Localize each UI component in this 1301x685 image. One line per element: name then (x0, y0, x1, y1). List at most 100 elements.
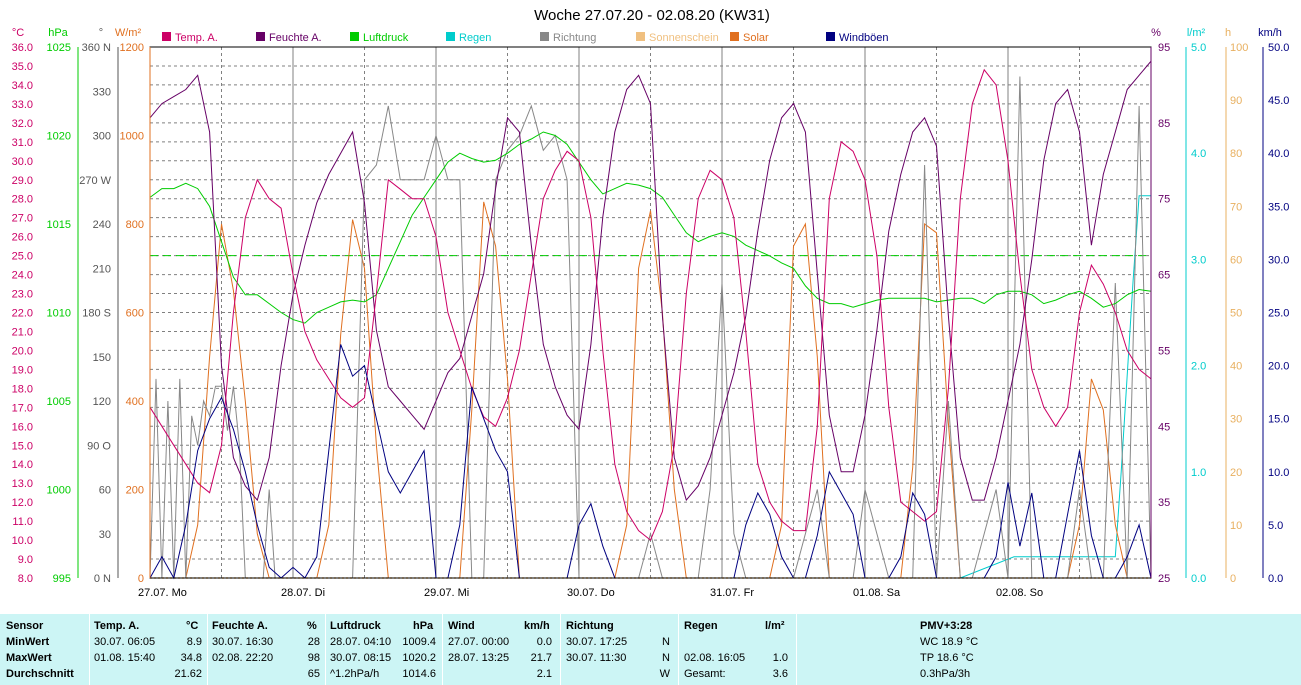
tick-label-sunshine: 10 (1230, 520, 1242, 532)
tick-label-temp: 16.0 (12, 421, 33, 433)
tick-label-sunshine: 60 (1230, 254, 1242, 266)
dir-min-time: 30.07. 17:25 (566, 636, 628, 648)
temp-avg-value: 21.62 (174, 668, 202, 680)
hum-min-time: 30.07. 16:30 (212, 636, 274, 648)
tick-label-wind: 35.0 (1268, 201, 1289, 213)
legend-label: Regen (459, 32, 491, 44)
tick-label-rain: 1.0 (1191, 467, 1206, 479)
axis-unit-wind: km/h (1258, 27, 1282, 39)
divider (442, 614, 443, 685)
wind-avg-value: 2.1 (536, 668, 552, 680)
tick-label-temp: 19.0 (12, 364, 33, 376)
header-sensor: Sensor (6, 620, 44, 632)
tick-label-rain: 4.0 (1191, 148, 1206, 160)
rain-max-value: 1.0 (772, 652, 788, 664)
tick-label-pressure: 995 (53, 573, 71, 585)
tick-label-pressure: 1025 (47, 42, 71, 54)
row-label-max: MaxWert (6, 652, 52, 664)
divider (89, 614, 90, 685)
tick-label-sunshine: 80 (1230, 148, 1242, 160)
legend-label: Windböen (839, 32, 889, 44)
divider (560, 614, 561, 685)
tick-label-humidity: 45 (1158, 421, 1170, 433)
legend-label: Temp. A. (175, 32, 218, 44)
windchill-value: WC 18.9 °C (920, 636, 979, 648)
wind-max-value: 21.7 (530, 652, 552, 664)
tick-label-rain: 3.0 (1191, 254, 1206, 266)
tick-label-wind: 15.0 (1268, 414, 1289, 426)
tick-label-humidity: 85 (1158, 118, 1170, 130)
divider (325, 614, 326, 685)
legend-swatch (162, 32, 171, 41)
tick-label-pressure: 1005 (47, 396, 71, 408)
tick-label-solar: 400 (126, 396, 144, 408)
tick-label-direction: 300 (93, 131, 111, 143)
row-label-avg: Durchschnitt (6, 668, 74, 680)
tick-label-direction: 330 (93, 86, 111, 98)
hum-max-time: 02.08. 22:20 (212, 652, 274, 664)
tick-label-wind: 45.0 (1268, 95, 1289, 107)
legend-swatch (636, 32, 645, 41)
tick-label-temp: 12.0 (12, 497, 33, 509)
tick-label-temp: 9.0 (18, 554, 33, 566)
tick-label-sunshine: 100 (1230, 42, 1248, 54)
tick-label-humidity: 65 (1158, 270, 1170, 282)
tick-label-sunshine: 30 (1230, 414, 1242, 426)
header-rain-unit: l/m² (765, 620, 785, 632)
dir-max-time: 30.07. 11:30 (566, 652, 627, 664)
tick-label-direction: 120 (93, 396, 111, 408)
divider (678, 614, 679, 685)
axis-unit-solar: W/m² (115, 27, 142, 39)
tick-label-wind: 10.0 (1268, 467, 1289, 479)
tick-label-temp: 25.0 (12, 251, 33, 263)
legend-swatch (446, 32, 455, 41)
hum-avg-value: 65 (307, 668, 320, 680)
x-tick-label-day: 01.08. Sa (853, 587, 901, 599)
axis-unit-temp: °C (12, 27, 24, 39)
tick-label-temp: 33.0 (12, 99, 33, 111)
tick-label-rain: 5.0 (1191, 42, 1206, 54)
weather-chart: Woche 27.07.20 - 02.08.20 (KW31) 8.0 9.0 1… (11, 7, 1290, 599)
legend-swatch (826, 32, 835, 41)
dir-max-value: N (662, 652, 670, 664)
tick-label-temp: 20.0 (12, 345, 33, 357)
tick-label-sunshine: 50 (1230, 308, 1242, 320)
header-pressure: Luftdruck (330, 620, 381, 632)
tick-label-solar: 0 (138, 573, 144, 585)
series-line-temp (149, 68, 1152, 541)
axis-unit-sunshine: h (1225, 27, 1231, 39)
tick-label-solar: 600 (126, 308, 144, 320)
tick-label-temp: 14.0 (12, 459, 33, 471)
series-line-humidity (149, 60, 1152, 502)
series-line-pressure (149, 131, 1152, 324)
tick-label-humidity: 55 (1158, 345, 1170, 357)
axes: 8.0 9.0 10.0 11.0 12.0 13.0 14.0 15.0 16.0 17.0 18… (12, 27, 1290, 599)
temp-min-value: 8.9 (186, 636, 202, 648)
tick-label-direction: 360 N (82, 42, 111, 54)
header-pmv: PMV+3:28 (920, 620, 973, 632)
axis-unit-direction: ° (99, 27, 103, 39)
divider (796, 614, 797, 685)
legend-label: Solar (743, 32, 769, 44)
legend-swatch (540, 32, 549, 41)
hum-max-value: 98 (307, 652, 320, 664)
axis-unit-pressure: hPa (48, 27, 68, 39)
tick-label-rain: 2.0 (1191, 361, 1206, 373)
tick-label-direction: 180 S (82, 308, 111, 320)
tick-label-temp: 23.0 (12, 289, 33, 301)
tick-label-pressure: 1015 (47, 219, 71, 231)
tick-label-temp: 30.0 (12, 156, 33, 168)
tick-label-sunshine: 20 (1230, 467, 1242, 479)
header-wind-unit: km/h (524, 620, 550, 632)
temp-min-time: 30.07. 06:05 (94, 636, 156, 648)
wind-min-time: 27.07. 00:00 (448, 636, 510, 648)
tick-label-temp: 21.0 (12, 326, 33, 338)
tick-label-temp: 31.0 (12, 137, 33, 149)
tick-label-temp: 27.0 (12, 213, 33, 225)
header-temp-unit: °C (186, 620, 199, 632)
hum-min-value: 28 (307, 636, 320, 648)
tick-label-temp: 35.0 (12, 61, 33, 73)
header-humidity-unit: % (307, 620, 317, 632)
tick-label-temp: 32.0 (12, 118, 33, 130)
tick-label-solar: 1200 (120, 42, 144, 54)
